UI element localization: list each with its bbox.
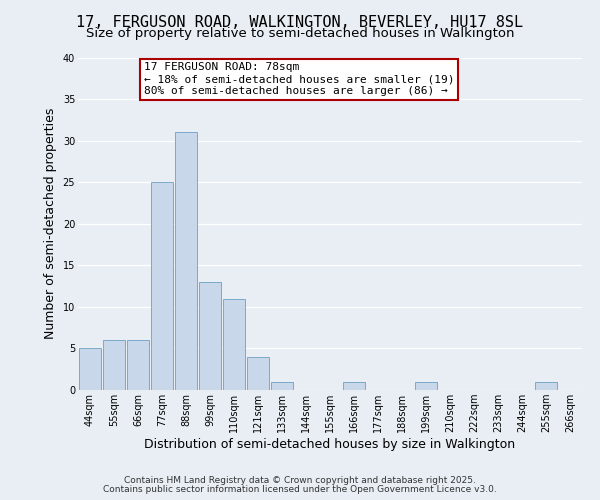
Bar — [151, 182, 173, 390]
Bar — [415, 382, 437, 390]
Bar — [535, 382, 557, 390]
Bar — [199, 282, 221, 390]
X-axis label: Distribution of semi-detached houses by size in Walkington: Distribution of semi-detached houses by … — [145, 438, 515, 451]
Bar — [223, 298, 245, 390]
Text: Contains public sector information licensed under the Open Government Licence v3: Contains public sector information licen… — [103, 485, 497, 494]
Bar — [79, 348, 101, 390]
Y-axis label: Number of semi-detached properties: Number of semi-detached properties — [44, 108, 57, 340]
Bar — [343, 382, 365, 390]
Text: Size of property relative to semi-detached houses in Walkington: Size of property relative to semi-detach… — [86, 28, 514, 40]
Bar — [127, 340, 149, 390]
Bar — [175, 132, 197, 390]
Text: 17 FERGUSON ROAD: 78sqm
← 18% of semi-detached houses are smaller (19)
80% of se: 17 FERGUSON ROAD: 78sqm ← 18% of semi-de… — [143, 62, 454, 96]
Text: 17, FERGUSON ROAD, WALKINGTON, BEVERLEY, HU17 8SL: 17, FERGUSON ROAD, WALKINGTON, BEVERLEY,… — [76, 15, 524, 30]
Text: Contains HM Land Registry data © Crown copyright and database right 2025.: Contains HM Land Registry data © Crown c… — [124, 476, 476, 485]
Bar — [247, 357, 269, 390]
Bar — [271, 382, 293, 390]
Bar — [103, 340, 125, 390]
